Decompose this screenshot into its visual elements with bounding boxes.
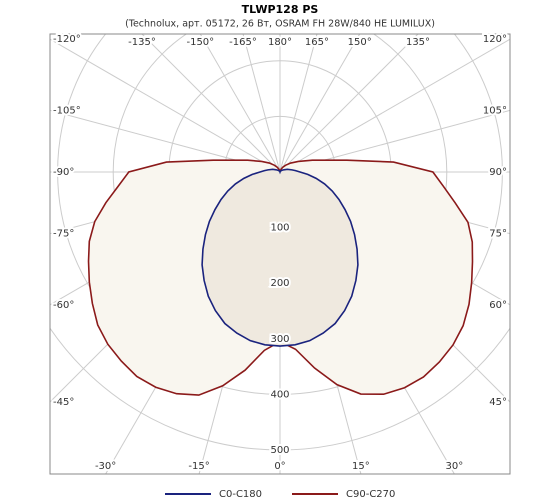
angle-tick-label: 0° (274, 461, 285, 472)
angle-grid-line (279, 34, 419, 173)
angle-tick-label: -60° (53, 300, 74, 311)
angle-tick-label: -150° (186, 37, 214, 48)
angle-tick-label: 90° (489, 167, 507, 178)
radial-grid-circle (50, 327, 510, 451)
angle-grid-line (279, 34, 361, 173)
angle-tick-label: 60° (489, 300, 507, 311)
chart-subtitle: (Technolux, арт. 05172, 26 Вт, OSRAM FH … (125, 19, 435, 30)
angle-grid-line (242, 34, 281, 173)
angle-tick-label: 165° (305, 37, 329, 48)
angle-tick-label: 15° (352, 461, 370, 472)
angle-tick-label: 150° (348, 37, 372, 48)
angle-tick-label: -165° (229, 37, 257, 48)
plot-frame (49, 33, 511, 475)
angle-tick-label: -105° (53, 105, 81, 116)
angle-grid-line (141, 34, 281, 173)
angle-tick-label: -15° (188, 461, 209, 472)
radial-tick-label: 300 (270, 334, 289, 345)
angle-tick-label: -30° (95, 461, 116, 472)
series-line (201, 168, 359, 347)
angle-tick-label: -45° (53, 397, 74, 408)
radial-tick-label: 100 (270, 223, 289, 234)
angle-grid-line (279, 34, 318, 173)
radial-tick-label: 200 (270, 278, 289, 289)
labels: -165° -150° -135° -120° -105° -90° -75° -60° -45… (51, 32, 509, 474)
angle-tick-label: 75° (489, 229, 507, 240)
angle-tick-label: 180° (268, 37, 292, 48)
plot (87, 159, 474, 396)
angle-grid-line (199, 34, 281, 173)
angle-tick-label: 30° (445, 461, 463, 472)
legend-label: C0-C180 (219, 489, 262, 500)
legend-label: C90-C270 (346, 489, 395, 500)
angle-tick-label: 135° (406, 37, 430, 48)
radial-tick-label: 400 (270, 389, 289, 400)
chart-title: TLWP128 PS (242, 3, 319, 16)
angle-tick-label: -120° (53, 34, 81, 45)
angle-grid-line (279, 38, 510, 173)
angle-tick-label: -75° (53, 229, 74, 240)
angle-tick-label: 45° (489, 397, 507, 408)
angle-tick-label: 105° (483, 105, 507, 116)
radial-tick-label: 500 (270, 445, 289, 456)
angle-tick-label: 120° (483, 34, 507, 45)
angle-tick-label: -90° (53, 167, 74, 178)
angle-grid-line (50, 38, 281, 173)
angle-tick-label: -135° (128, 37, 156, 48)
radial-grid-circle (57, 34, 503, 395)
